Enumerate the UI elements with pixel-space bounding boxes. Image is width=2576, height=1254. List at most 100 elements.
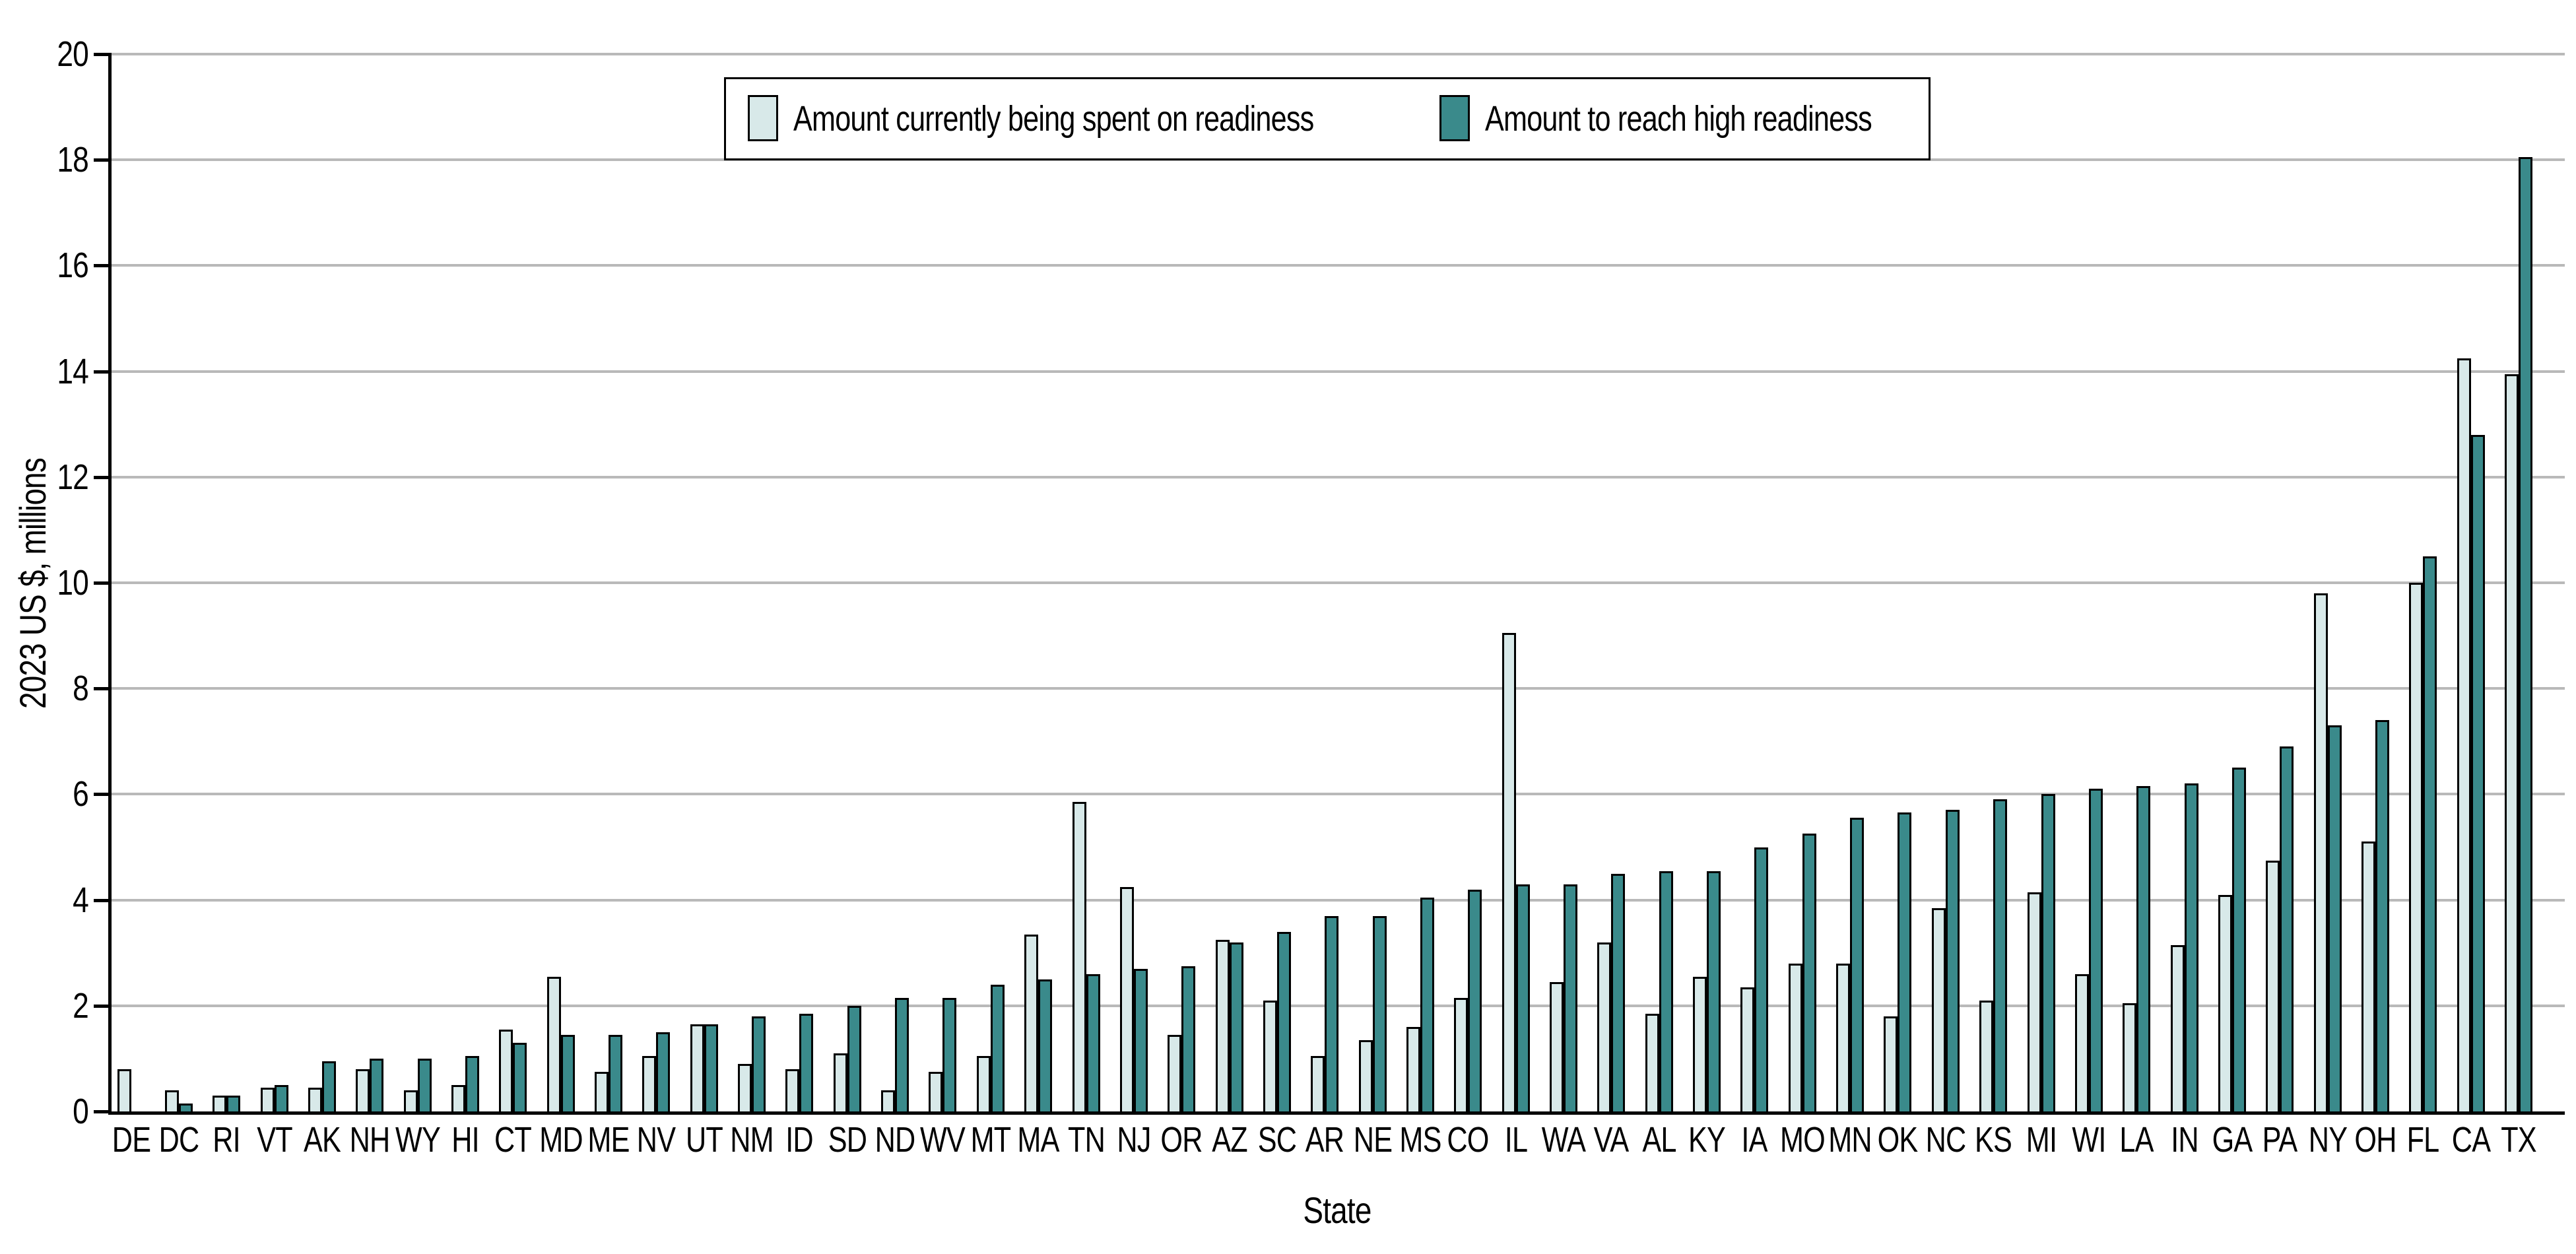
bar-current-CT xyxy=(499,1029,513,1113)
bar-target-NH xyxy=(370,1058,384,1113)
y-tick-label-8: 8 xyxy=(73,669,89,709)
bar-target-AK xyxy=(321,1061,336,1113)
x-tick-label-RI: RI xyxy=(213,1120,240,1160)
bar-target-MO xyxy=(1802,834,1816,1113)
x-tick-label-VT: VT xyxy=(256,1120,292,1160)
bar-target-MD xyxy=(560,1034,575,1113)
bar-target-AR xyxy=(1325,915,1339,1113)
y-tick-18 xyxy=(94,158,108,162)
bar-current-SD xyxy=(833,1053,847,1113)
x-tick-label-ID: ID xyxy=(785,1120,814,1160)
bar-current-GA xyxy=(2218,894,2232,1113)
x-tick-label-HI: HI xyxy=(451,1120,479,1160)
bar-current-MD xyxy=(546,976,561,1113)
x-tick-label-IA: IA xyxy=(1741,1120,1768,1160)
bar-current-UT xyxy=(690,1024,704,1113)
bar-current-ME xyxy=(595,1071,609,1113)
gridline-14 xyxy=(108,370,2565,373)
bar-target-MS xyxy=(1420,897,1434,1113)
bar-target-VT xyxy=(274,1084,288,1113)
bar-current-LA xyxy=(2123,1003,2137,1113)
y-axis-title: 2023 US $, millions xyxy=(12,457,53,710)
bar-target-NV xyxy=(656,1032,671,1113)
x-tick-label-AL: AL xyxy=(1642,1120,1676,1160)
x-tick-label-WA: WA xyxy=(1541,1120,1586,1160)
x-tick-label-NV: NV xyxy=(637,1120,676,1160)
bar-target-NM xyxy=(752,1016,766,1113)
x-tick-label-OR: OR xyxy=(1160,1120,1203,1160)
x-tick-label-NY: NY xyxy=(2308,1120,2347,1160)
bar-current-VT xyxy=(260,1087,275,1113)
bar-current-NV xyxy=(642,1055,657,1113)
bar-current-IL xyxy=(1502,633,1516,1113)
bar-target-WV xyxy=(942,997,957,1113)
bar-target-CA xyxy=(2470,434,2485,1113)
y-tick-label-12: 12 xyxy=(57,457,88,497)
x-tick-label-OH: OH xyxy=(2354,1120,2396,1160)
gridline-8 xyxy=(108,687,2565,690)
bar-target-CO xyxy=(1468,889,1482,1113)
bar-target-AL xyxy=(1659,871,1673,1113)
x-tick-label-MI: MI xyxy=(2026,1120,2057,1160)
bar-current-MO xyxy=(1788,963,1802,1113)
bar-target-ND xyxy=(895,997,909,1113)
bar-current-MI xyxy=(2027,892,2041,1113)
x-tick-label-NE: NE xyxy=(1353,1120,1392,1160)
x-tick-label-NJ: NJ xyxy=(1117,1120,1151,1160)
x-tick-label-AR: AR xyxy=(1305,1120,1344,1160)
bar-target-NY xyxy=(2327,725,2342,1113)
bar-current-CO xyxy=(1454,997,1469,1113)
bar-target-SC xyxy=(1276,931,1291,1113)
bar-target-NJ xyxy=(1133,968,1148,1113)
bar-current-WA xyxy=(1550,981,1564,1113)
bar-current-AR xyxy=(1311,1055,1325,1113)
bar-current-NJ xyxy=(1119,886,1134,1113)
bar-target-TN xyxy=(1086,974,1100,1113)
y-tick-label-0: 0 xyxy=(73,1092,89,1131)
y-tick-10 xyxy=(94,581,108,585)
bar-target-WA xyxy=(1564,884,1577,1113)
bar-target-NC xyxy=(1945,810,1960,1113)
y-tick-2 xyxy=(94,1004,108,1008)
bar-target-UT xyxy=(704,1024,718,1113)
legend-swatch-high-readiness xyxy=(1439,95,1470,141)
x-tick-label-SC: SC xyxy=(1257,1120,1297,1160)
y-tick-label-18: 18 xyxy=(57,140,88,180)
bar-target-CT xyxy=(513,1042,527,1113)
bar-current-TN xyxy=(1072,802,1086,1113)
y-tick-20 xyxy=(94,53,108,56)
bar-current-IA xyxy=(1740,987,1755,1113)
bar-target-WI xyxy=(2088,789,2103,1113)
bar-current-NH xyxy=(356,1069,370,1113)
x-tick-label-AK: AK xyxy=(303,1120,341,1160)
x-tick-label-MT: MT xyxy=(970,1120,1011,1160)
bar-current-NY xyxy=(2313,593,2328,1113)
x-tick-label-TN: TN xyxy=(1067,1120,1106,1160)
bar-current-MS xyxy=(1406,1026,1420,1113)
bar-current-VA xyxy=(1597,942,1612,1113)
bar-target-MN xyxy=(1850,818,1865,1113)
legend-swatch-current-spending xyxy=(748,95,778,141)
bar-current-DE xyxy=(117,1069,131,1113)
bar-target-FL xyxy=(2423,556,2437,1113)
y-tick-4 xyxy=(94,898,108,902)
bar-target-ID xyxy=(799,1013,814,1113)
x-axis-title: State xyxy=(1303,1189,1371,1231)
bar-current-IN xyxy=(2170,944,2185,1113)
bar-current-NM xyxy=(738,1063,752,1113)
bar-target-MT xyxy=(990,984,1005,1113)
x-tick-label-CT: CT xyxy=(494,1120,532,1160)
bar-current-ND xyxy=(881,1090,896,1113)
x-tick-label-DE: DE xyxy=(112,1120,150,1160)
bar-target-IN xyxy=(2184,783,2198,1113)
x-tick-label-GA: GA xyxy=(2212,1120,2253,1160)
x-tick-label-AZ: AZ xyxy=(1211,1120,1247,1160)
x-tick-label-KS: KS xyxy=(1975,1120,2012,1160)
x-tick-label-NC: NC xyxy=(1925,1120,1966,1160)
x-tick-label-IN: IN xyxy=(2170,1120,2198,1160)
y-tick-12 xyxy=(94,475,108,479)
x-tick-label-NH: NH xyxy=(349,1120,391,1160)
gridline-20 xyxy=(108,53,2565,55)
x-tick-label-MS: MS xyxy=(1399,1120,1441,1160)
